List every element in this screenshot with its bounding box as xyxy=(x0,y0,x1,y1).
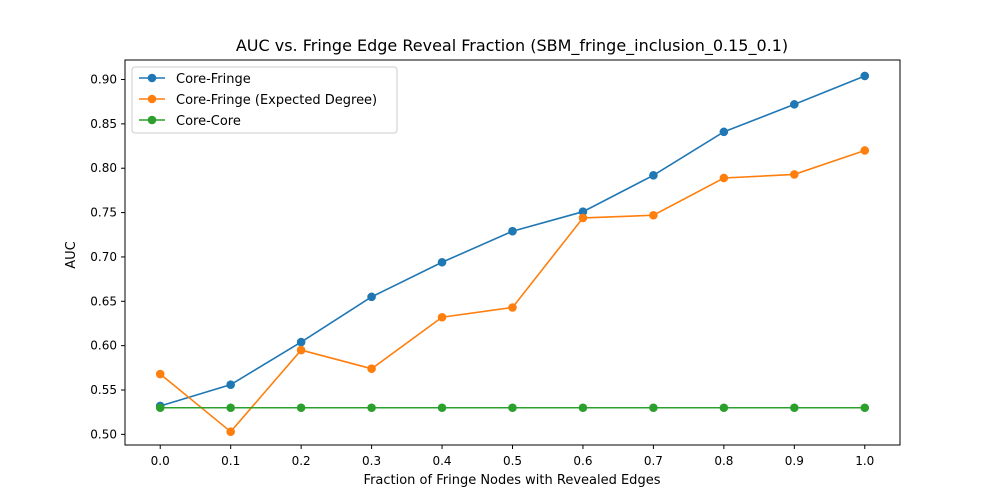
y-tick-label: 0.65 xyxy=(90,294,117,308)
data-point xyxy=(578,213,588,223)
data-point xyxy=(367,292,376,302)
data-point xyxy=(367,364,376,374)
y-tick-label: 0.60 xyxy=(90,339,117,353)
y-tick-label: 0.55 xyxy=(90,383,117,397)
data-point xyxy=(155,369,165,379)
y-tick-label: 0.85 xyxy=(90,117,117,131)
y-tick-label: 0.50 xyxy=(90,427,117,441)
legend-box xyxy=(131,66,398,134)
chart-title: AUC vs. Fringe Edge Reveal Fraction (SBM… xyxy=(236,36,788,56)
x-tick-label: 0.5 xyxy=(503,454,522,468)
data-point xyxy=(296,345,306,355)
data-point xyxy=(649,210,658,220)
x-tick-label: 0.1 xyxy=(221,454,240,468)
x-axis: 0.0 0.1 0.2 0.3 0.4 0.5 0.6 0.7 0.8 0.9 1.0 xyxy=(151,445,874,468)
data-point xyxy=(226,380,235,389)
plot-area xyxy=(155,71,870,436)
legend-marker xyxy=(147,73,157,83)
x-tick-label: 0.0 xyxy=(151,454,170,468)
data-point xyxy=(860,71,870,81)
data-point xyxy=(437,312,447,322)
y-axis: 0.50 0.55 0.60 0.65 0.70 0.75 0.80 0.85 0.90 xyxy=(90,73,125,441)
data-point xyxy=(508,226,517,236)
data-point xyxy=(508,303,517,312)
legend-marker xyxy=(147,94,157,104)
legend-label: Core-Fringe xyxy=(176,72,251,87)
data-point xyxy=(649,403,658,413)
legend-label: Core-Fringe (Expected Degree) xyxy=(176,93,377,108)
data-point xyxy=(790,403,799,413)
x-tick-label: 0.4 xyxy=(432,454,451,468)
y-axis-label: AUC xyxy=(64,241,79,269)
data-point xyxy=(367,403,376,413)
x-tick-label: 0.8 xyxy=(714,454,733,468)
legend-marker xyxy=(147,115,157,125)
y-tick-label: 0.70 xyxy=(90,250,117,264)
legend-label: Core-Core xyxy=(176,114,241,129)
data-point xyxy=(649,171,658,180)
data-point xyxy=(719,403,729,413)
data-point xyxy=(437,257,447,267)
data-point xyxy=(719,127,729,137)
data-point xyxy=(508,403,517,413)
data-point xyxy=(578,207,588,216)
data-point xyxy=(860,146,870,155)
x-axis-label: Fraction of Fringe Nodes with Revealed E… xyxy=(364,473,661,488)
x-tick-label: 0.6 xyxy=(573,454,592,468)
data-point xyxy=(296,403,306,413)
data-point xyxy=(155,403,165,413)
data-point xyxy=(790,170,799,179)
data-point xyxy=(578,403,588,413)
series-line-1 xyxy=(159,149,866,433)
x-tick-label: 0.3 xyxy=(362,454,381,468)
data-point xyxy=(437,403,447,413)
data-point xyxy=(226,403,235,413)
x-tick-label: 1.0 xyxy=(855,454,874,468)
data-point xyxy=(719,173,729,183)
y-tick-label: 0.90 xyxy=(90,73,117,87)
x-tick-label: 0.9 xyxy=(785,454,804,468)
data-point xyxy=(226,427,235,436)
legend: Core-Fringe Core-Fringe (Expected Degree)… xyxy=(131,66,398,134)
data-point xyxy=(790,100,799,109)
x-tick-label: 0.2 xyxy=(292,454,311,468)
data-point xyxy=(860,403,870,413)
data-point xyxy=(296,337,306,347)
y-tick-label: 0.75 xyxy=(90,206,117,220)
x-tick-label: 0.7 xyxy=(644,454,663,468)
y-tick-label: 0.80 xyxy=(90,161,117,175)
